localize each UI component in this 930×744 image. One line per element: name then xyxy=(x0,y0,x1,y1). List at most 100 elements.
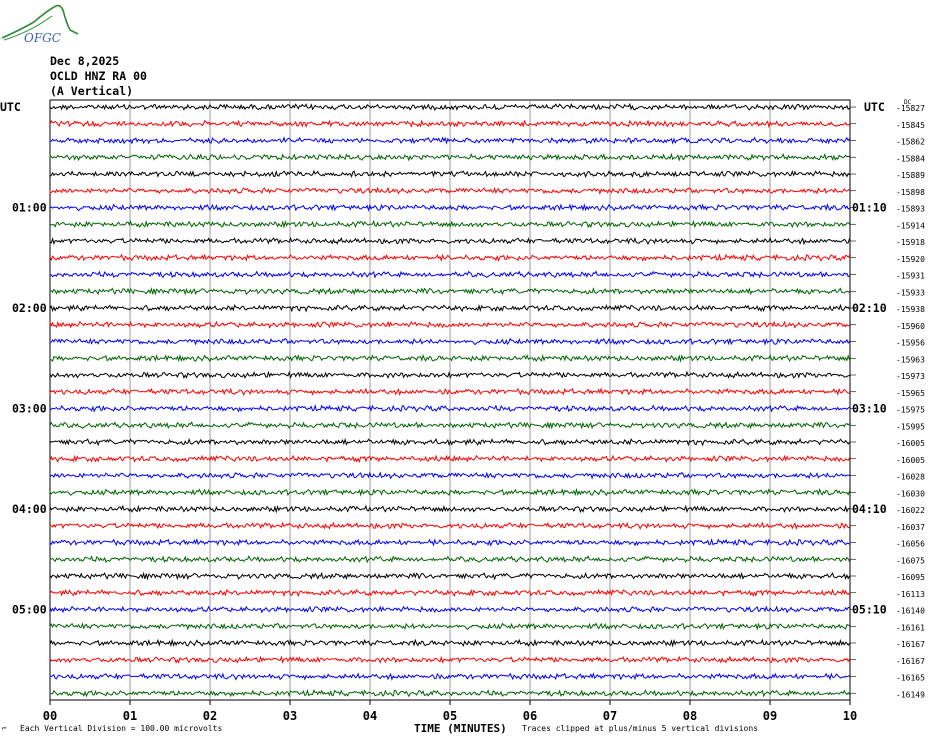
trace-line xyxy=(49,102,850,112)
clip-note: Traces clipped at plus/minus 5 vertical … xyxy=(522,724,759,733)
trace-line xyxy=(49,203,850,213)
trace-line xyxy=(49,186,850,195)
dc-offset-label: -15975 xyxy=(896,406,925,415)
dc-offset-label: -15920 xyxy=(896,255,925,264)
trace-line xyxy=(49,672,850,681)
dc-offset-label: -15893 xyxy=(896,205,925,214)
dc-offset-label: -15845 xyxy=(896,121,925,130)
trace-line xyxy=(49,286,850,296)
trace-line xyxy=(49,236,850,246)
station-label: OCLD HNZ RA 00 xyxy=(50,69,147,83)
trace-line xyxy=(49,504,850,514)
dc-offset-label: -15933 xyxy=(896,288,925,297)
minute-gridlines xyxy=(49,99,856,705)
dc-offset-label: -16030 xyxy=(896,489,925,498)
trace-line xyxy=(49,471,850,480)
trace-line xyxy=(49,454,850,463)
dc-offset-label: -15973 xyxy=(896,372,925,381)
left-time-label: 01:00 xyxy=(12,201,47,215)
trace-line xyxy=(49,688,850,698)
dc-offset-label: -16167 xyxy=(896,640,925,649)
left-time-label: 03:00 xyxy=(12,402,47,416)
dc-offset-label: -16095 xyxy=(896,573,925,582)
trace-line xyxy=(49,353,850,363)
right-time-label: 03:10 xyxy=(852,402,887,416)
dc-offset-label: -15963 xyxy=(896,355,925,364)
trace-line xyxy=(49,370,850,380)
dc-offset-label: -15918 xyxy=(896,238,925,247)
ofgc-logo: OFGC xyxy=(1,4,79,45)
right-time-label: 01:10 xyxy=(852,201,887,215)
left-time-label: 04:00 xyxy=(12,502,47,516)
x-tick-label: 05 xyxy=(443,709,457,723)
trace-line xyxy=(49,555,850,564)
dc-offset-label: -16005 xyxy=(896,456,925,465)
dc-offset-label: -15889 xyxy=(896,171,925,180)
dc-offset-label: -15960 xyxy=(896,322,925,331)
trace-line xyxy=(49,638,850,648)
dc-offset-label: -16022 xyxy=(896,506,925,515)
trace-line xyxy=(49,152,850,162)
dc-offset-label: -15914 xyxy=(896,221,925,230)
trace-line xyxy=(49,571,850,581)
trace-line xyxy=(49,588,850,598)
trace-line xyxy=(49,387,850,397)
logo-text: OFGC xyxy=(24,31,61,45)
x-tick-label: 10 xyxy=(843,709,857,723)
scale-note: Each Vertical Division = 100.00 microvol… xyxy=(20,724,223,733)
trace-line xyxy=(49,270,850,279)
x-tick-label: 01 xyxy=(123,709,137,723)
x-tick-label: 04 xyxy=(363,709,377,723)
left-time-label: 05:00 xyxy=(12,603,47,617)
trace-line xyxy=(49,219,850,229)
dc-offset-label: -15931 xyxy=(896,272,925,281)
dc-offset-label: -15898 xyxy=(896,188,925,197)
x-tick-label: 08 xyxy=(683,709,697,723)
dc-offset-label: -15995 xyxy=(896,422,925,431)
trace-line xyxy=(49,119,850,129)
trace-line xyxy=(49,320,850,329)
trace-line xyxy=(49,487,850,497)
trace-line xyxy=(49,437,850,447)
trace-line xyxy=(49,253,850,262)
x-tick-label: 09 xyxy=(763,709,777,723)
component-label: (A Vertical) xyxy=(50,84,134,98)
utc-left-label: UTC xyxy=(0,100,21,114)
dc-offset-label: -16167 xyxy=(896,657,925,666)
utc-right-label: UTC xyxy=(864,100,885,114)
dc-offset-label: -16005 xyxy=(896,439,925,448)
dc-offset-label: -16075 xyxy=(896,556,925,565)
dc-offset-label: -15862 xyxy=(896,138,925,147)
dc-offset-label: -16037 xyxy=(896,523,925,532)
left-time-label: 02:00 xyxy=(12,301,47,315)
trace-line xyxy=(49,537,850,547)
dc-offset-label: -16140 xyxy=(896,607,925,616)
date-label: Dec 8,2025 xyxy=(50,54,120,68)
dc-offset-label: -16028 xyxy=(896,473,925,482)
trace-line xyxy=(49,303,850,313)
trace-line xyxy=(49,337,850,347)
x-axis-title: TIME (MINUTES) xyxy=(414,722,507,735)
x-tick-label: 00 xyxy=(43,709,57,723)
dc-header: DC xyxy=(904,99,912,106)
right-time-label: 02:10 xyxy=(852,301,887,315)
x-tick-label: 03 xyxy=(283,709,297,723)
seismic-traces xyxy=(49,102,850,698)
right-time-label: 05:10 xyxy=(852,603,887,617)
trace-line xyxy=(49,622,850,631)
dc-offset-label: -16165 xyxy=(896,674,925,683)
dc-offset-label: -15884 xyxy=(896,154,925,163)
dc-offset-label: -16149 xyxy=(896,690,925,699)
dc-offset-label: -16113 xyxy=(896,590,925,599)
trace-line xyxy=(49,605,850,614)
x-tick-label: 06 xyxy=(523,709,537,723)
dc-offset-label: -16161 xyxy=(896,623,925,632)
trace-line xyxy=(49,136,850,145)
trace-line xyxy=(49,655,850,664)
x-tick-label: 07 xyxy=(603,709,617,723)
x-tick-label: 02 xyxy=(203,709,217,723)
right-time-label: 04:10 xyxy=(852,502,887,516)
dc-offset-label: -15956 xyxy=(896,339,925,348)
dc-offset-label: -16056 xyxy=(896,540,925,549)
